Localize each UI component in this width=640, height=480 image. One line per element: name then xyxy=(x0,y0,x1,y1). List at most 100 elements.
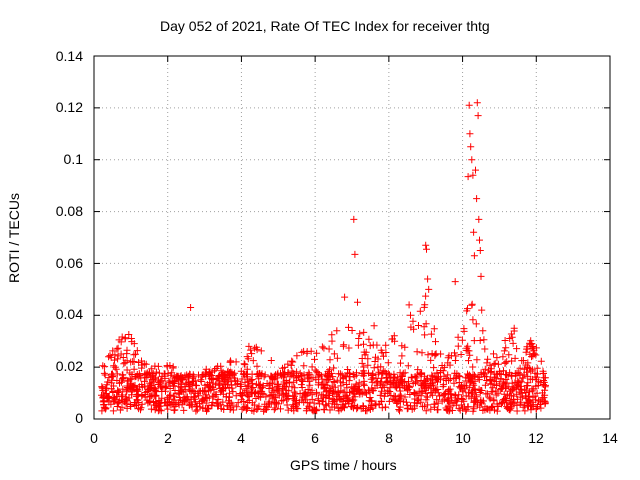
data-point xyxy=(501,337,509,344)
data-point xyxy=(422,396,430,404)
data-point xyxy=(351,250,359,258)
data-point xyxy=(305,402,313,410)
data-point xyxy=(355,386,363,394)
data-point xyxy=(130,340,138,348)
data-point xyxy=(119,354,127,361)
data-point xyxy=(202,399,210,407)
data-point xyxy=(183,373,191,381)
data-point xyxy=(161,370,169,378)
data-point xyxy=(392,383,400,391)
data-point xyxy=(510,392,518,400)
data-point xyxy=(245,342,253,350)
data-point xyxy=(465,357,472,365)
data-point xyxy=(115,399,123,406)
data-point xyxy=(214,395,222,403)
data-point xyxy=(181,385,189,393)
data-point xyxy=(318,375,326,383)
x-tick-label: 14 xyxy=(602,430,618,446)
data-point xyxy=(320,384,328,392)
data-point xyxy=(433,396,441,404)
data-point xyxy=(243,365,251,373)
data-point xyxy=(498,385,505,392)
data-point xyxy=(427,356,435,364)
data-point xyxy=(180,394,188,402)
data-point xyxy=(410,404,418,412)
data-point xyxy=(389,335,396,343)
data-point xyxy=(147,379,155,387)
data-point xyxy=(344,397,352,405)
data-point xyxy=(470,337,478,345)
data-point xyxy=(398,372,406,380)
data-point xyxy=(234,399,242,407)
data-point xyxy=(454,333,462,341)
data-point xyxy=(196,399,203,407)
data-point xyxy=(416,307,424,315)
data-point xyxy=(530,346,538,354)
data-point xyxy=(272,371,279,379)
data-point xyxy=(360,348,368,356)
data-point xyxy=(256,369,264,377)
data-point xyxy=(403,398,410,406)
data-point xyxy=(201,369,209,377)
data-point xyxy=(308,386,316,394)
data-point xyxy=(430,364,438,372)
data-point xyxy=(484,355,492,363)
data-point xyxy=(403,401,411,409)
data-point xyxy=(146,398,154,406)
data-point xyxy=(519,357,527,364)
data-point xyxy=(258,388,266,396)
data-point xyxy=(223,402,231,410)
data-point xyxy=(127,335,135,342)
data-point xyxy=(225,393,233,401)
data-point xyxy=(523,343,531,351)
data-point xyxy=(237,367,245,375)
data-point xyxy=(256,380,264,388)
data-point xyxy=(365,369,372,377)
data-point xyxy=(464,173,472,181)
data-point xyxy=(473,398,481,406)
data-point xyxy=(396,387,404,395)
data-point xyxy=(445,407,453,415)
data-point xyxy=(309,374,317,382)
data-point xyxy=(292,400,299,408)
data-point xyxy=(303,392,311,400)
data-point xyxy=(311,355,318,363)
data-point xyxy=(524,359,532,367)
data-point xyxy=(465,101,473,109)
data-point xyxy=(513,407,521,415)
chart-title: Day 052 of 2021, Rate Of TEC Index for r… xyxy=(160,18,490,34)
data-point xyxy=(277,405,284,413)
data-point xyxy=(446,375,454,383)
data-point xyxy=(279,364,286,372)
data-point xyxy=(391,392,399,400)
data-point xyxy=(249,357,257,365)
data-point xyxy=(245,392,253,400)
data-point xyxy=(125,331,133,338)
data-point xyxy=(444,395,452,403)
data-point xyxy=(101,363,109,371)
y-tick-label: 0 xyxy=(75,410,83,426)
data-point xyxy=(123,404,131,412)
data-point xyxy=(470,228,478,236)
data-point xyxy=(114,355,122,363)
data-point xyxy=(138,383,146,391)
data-point xyxy=(500,347,508,355)
data-point xyxy=(381,389,389,397)
data-point xyxy=(169,400,177,408)
data-point xyxy=(411,390,419,397)
data-point xyxy=(244,355,252,363)
data-point xyxy=(520,371,528,379)
data-point xyxy=(117,338,125,346)
data-point xyxy=(452,352,460,360)
data-point xyxy=(330,350,338,358)
data-point xyxy=(424,351,432,359)
data-point xyxy=(468,375,476,383)
data-point xyxy=(137,406,144,414)
data-points xyxy=(98,99,549,415)
data-point xyxy=(464,347,472,355)
data-point xyxy=(250,407,258,415)
data-point xyxy=(513,345,521,353)
data-point xyxy=(360,328,368,336)
data-point xyxy=(171,387,179,394)
